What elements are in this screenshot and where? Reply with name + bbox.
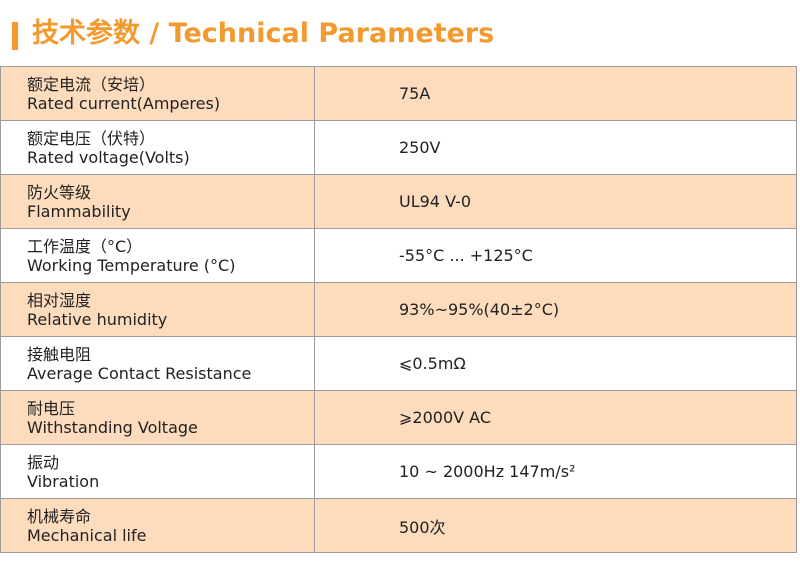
parameter-label-en: Rated voltage(Volts) [27, 147, 190, 167]
parameter-label-en: Average Contact Resistance [27, 363, 252, 383]
table-row: 工作温度（°C） Working Temperature (°C) -55°C … [0, 228, 797, 283]
parameter-label-cell: 额定电压（伏特） Rated voltage(Volts) [0, 120, 315, 175]
table-row: 额定电流（安培） Rated current(Amperes) 75A [0, 66, 797, 121]
parameter-value: ⩾2000V AC [314, 390, 797, 445]
parameter-label-zh: 机械寿命 [27, 506, 92, 526]
parameter-value: UL94 V-0 [314, 174, 797, 229]
parameter-label-zh: 接触电阻 [27, 344, 92, 364]
parameter-value: 500次 [314, 498, 797, 553]
parameter-label-zh: 振动 [27, 452, 60, 472]
parameter-label-cell: 接触电阻 Average Contact Resistance [0, 336, 315, 391]
header-accent-bar [12, 22, 18, 50]
parameter-label-zh: 耐电压 [27, 398, 76, 418]
parameter-value: 93%~95%(40±2°C) [314, 282, 797, 337]
parameter-value: ⩽0.5mΩ [314, 336, 797, 391]
parameter-label-cell: 机械寿命 Mechanical life [0, 498, 315, 553]
parameter-value: -55°C ... +125°C [314, 228, 797, 283]
parameter-label-cell: 工作温度（°C） Working Temperature (°C) [0, 228, 315, 283]
parameter-value: 250V [314, 120, 797, 175]
table-row: 防火等级 Flammability UL94 V-0 [0, 174, 797, 229]
parameter-label-en: Rated current(Amperes) [27, 93, 221, 113]
parameter-label-en: Relative humidity [27, 309, 168, 329]
parameter-label-en: Mechanical life [27, 525, 147, 545]
parameter-label-zh: 额定电压（伏特） [27, 128, 156, 148]
table-row: 相对湿度 Relative humidity 93%~95%(40±2°C) [0, 282, 797, 337]
parameter-label-zh: 工作温度（°C） [27, 236, 143, 256]
parameter-label-en: Withstanding Voltage [27, 417, 198, 437]
page-header: 技术参数 / Technical Parameters [0, 0, 800, 66]
parameter-label-en: Vibration [27, 471, 100, 491]
table-row: 接触电阻 Average Contact Resistance ⩽0.5mΩ [0, 336, 797, 391]
parameter-value: 10 ~ 2000Hz 147m/s² [314, 444, 797, 499]
parameter-label-zh: 额定电流（安培） [27, 74, 156, 94]
page-title: 技术参数 / Technical Parameters [32, 18, 495, 49]
table-row: 耐电压 Withstanding Voltage ⩾2000V AC [0, 390, 797, 445]
parameter-label-en: Working Temperature (°C) [27, 255, 236, 275]
parameter-value: 75A [314, 66, 797, 121]
parameter-label-cell: 相对湿度 Relative humidity [0, 282, 315, 337]
parameter-label-cell: 耐电压 Withstanding Voltage [0, 390, 315, 445]
technical-parameters-table: 额定电流（安培） Rated current(Amperes) 75A 额定电压… [0, 66, 797, 553]
parameter-label-zh: 相对湿度 [27, 290, 92, 310]
parameter-label-en: Flammability [27, 201, 131, 221]
table-row: 额定电压（伏特） Rated voltage(Volts) 250V [0, 120, 797, 175]
parameter-label-cell: 额定电流（安培） Rated current(Amperes) [0, 66, 315, 121]
parameter-label-cell: 振动 Vibration [0, 444, 315, 499]
table-row: 机械寿命 Mechanical life 500次 [0, 498, 797, 553]
table-row: 振动 Vibration 10 ~ 2000Hz 147m/s² [0, 444, 797, 499]
parameter-label-zh: 防火等级 [27, 182, 92, 202]
parameter-label-cell: 防火等级 Flammability [0, 174, 315, 229]
